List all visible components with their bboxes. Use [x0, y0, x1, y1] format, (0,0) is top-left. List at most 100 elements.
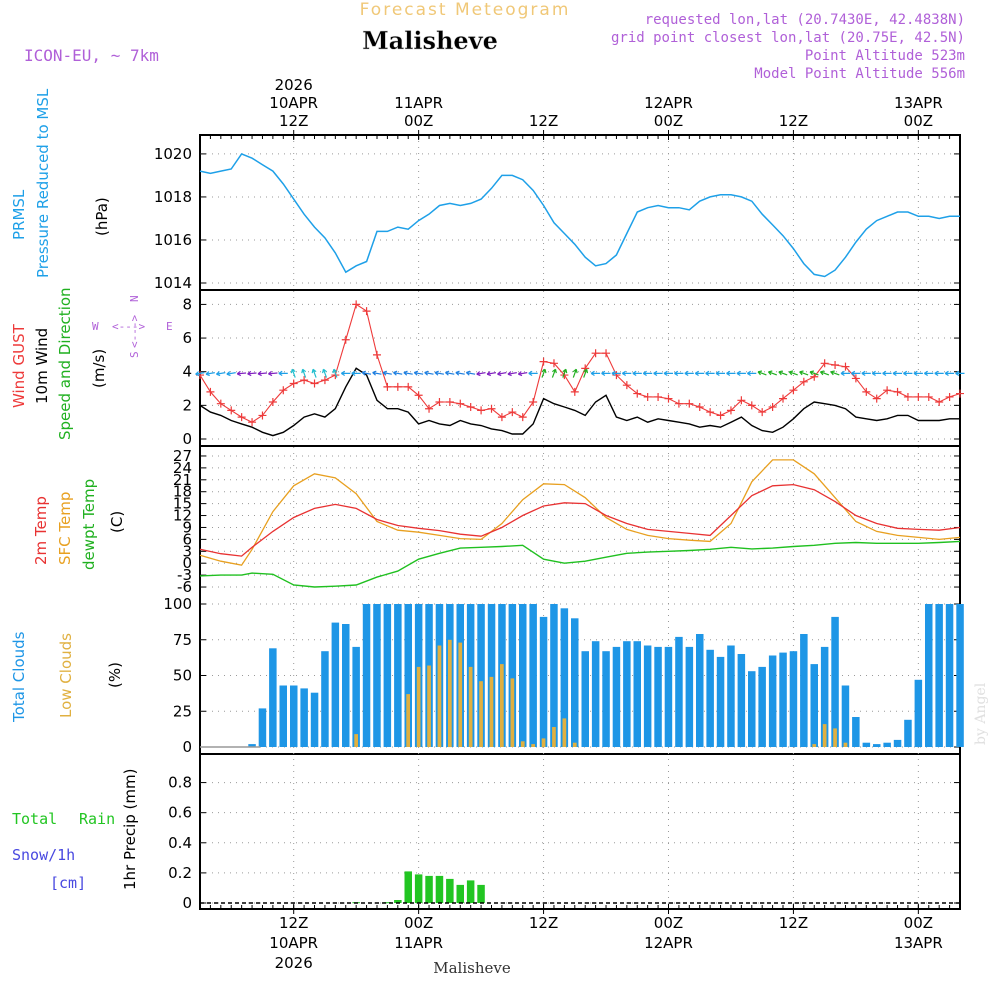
low-cloud-bar: [458, 642, 463, 747]
wind-gust-marker: [549, 359, 558, 368]
wind-gust-marker: [258, 411, 267, 420]
app-title: Forecast Meteogram: [360, 0, 571, 20]
wind-direction-arrow: [551, 368, 557, 378]
total-cloud-bar: [290, 685, 298, 747]
wind-gust-marker: [508, 408, 517, 417]
wind-gust-marker: [425, 404, 434, 413]
temp-tick-label: -6: [177, 578, 192, 596]
low-cloud-bar: [562, 718, 567, 747]
wind-gust-marker: [747, 401, 756, 410]
wind-gust-marker: [570, 387, 579, 396]
wind-direction-arrow: [216, 371, 226, 377]
wind-gust-marker: [706, 408, 715, 417]
wind-direction-arrow: [590, 370, 601, 377]
total-cloud-bar: [383, 604, 392, 747]
wind-gust-marker: [924, 392, 933, 401]
low-cloud-bar: [354, 734, 358, 747]
wind-direction-arrow: [736, 370, 746, 377]
precip-tick-label: 0: [182, 894, 192, 912]
wind-gust-marker: [758, 408, 767, 417]
time-label-bottom: 12APR: [644, 934, 693, 952]
pressure-series: [199, 152, 960, 278]
wind-direction-arrow: [424, 370, 434, 376]
rain-bar: [383, 902, 392, 904]
total-cloud-bar: [727, 645, 735, 747]
wind-direction-arrow: [663, 370, 673, 377]
wind-gust-marker: [591, 349, 600, 358]
wind-direction-arrow: [541, 368, 547, 378]
wind-gust-label: Wind GUST: [10, 323, 28, 408]
pressure-line: [199, 152, 960, 278]
temp-2m-label: 2m Temp: [32, 496, 50, 565]
wind-direction-arrow: [311, 368, 317, 378]
wind-10m-label: 10m Wind: [33, 328, 51, 404]
wind-tick-label: 8: [182, 295, 192, 313]
wind-direction-arrow: [301, 368, 307, 378]
total-cloud-bar: [519, 604, 527, 747]
time-label-top: 2026: [275, 76, 313, 94]
wind-direction-arrow: [913, 370, 923, 377]
wind-direction-arrow: [445, 370, 455, 376]
low-cloud-bar: [520, 741, 525, 747]
wind-gust-marker: [268, 397, 277, 406]
total-cloud-bar: [550, 604, 558, 747]
wind-direction-arrow: [851, 370, 861, 377]
total-cloud-bar: [779, 652, 787, 747]
wind-direction-arrow: [247, 370, 257, 377]
wind-direction-arrow: [195, 371, 205, 377]
low-cloud-bar: [822, 724, 827, 747]
rain-bar: [477, 884, 485, 903]
temp-tick-label: 12: [173, 507, 192, 525]
snow-unit-label: [cm]: [50, 874, 86, 892]
wind-direction-arrow: [322, 368, 328, 378]
total-cloud-bar: [394, 604, 402, 747]
wind-direction-arrow: [434, 370, 445, 376]
precip-unit: 1hr Precip (mm): [121, 769, 139, 890]
wind-direction-arrow: [372, 370, 382, 376]
wind-gust-marker: [352, 300, 361, 309]
wind-gust-marker: [497, 413, 506, 422]
temp-tick-label: 9: [182, 518, 192, 536]
total-cloud-bar: [352, 646, 360, 747]
wind-gust-marker: [654, 392, 663, 401]
wind-gust-marker: [300, 376, 309, 385]
wind-gust-marker: [935, 397, 944, 406]
time-label-top: 13APR: [894, 94, 943, 112]
low-cloud-bar: [812, 744, 817, 747]
wind-gust-marker: [310, 379, 319, 388]
wind-gust-marker: [372, 350, 381, 359]
wind-direction-arrow: [892, 370, 902, 377]
wind-gust-marker: [841, 362, 850, 371]
wind-gust-marker: [643, 392, 652, 401]
total-cloud-bar: [331, 622, 340, 747]
snow-label: Snow/1h: [12, 846, 75, 864]
wind-direction-arrow: [403, 370, 413, 376]
time-label-top: 00Z: [404, 112, 433, 130]
wind-gust-marker: [893, 387, 902, 396]
total-cloud-bar: [664, 646, 673, 747]
wind-gust-marker: [289, 379, 298, 388]
precip-tick-label: 0.6: [168, 804, 192, 822]
time-label-top: 00Z: [904, 112, 933, 130]
wind-gust-marker: [477, 406, 486, 415]
low-cloud-bar: [552, 727, 556, 747]
wind-tick-label: 6: [182, 329, 192, 347]
time-label-bottom: 2026: [275, 954, 313, 972]
wind-gust-marker: [872, 394, 881, 403]
temp-tick-label: 24: [173, 459, 192, 477]
wind-direction-arrow: [455, 370, 465, 376]
time-label-bottom: 13APR: [894, 934, 943, 952]
total-cloud-bar: [591, 641, 600, 747]
pressure-tick-label: 1018: [154, 188, 192, 206]
wind-direction-arrow: [268, 370, 278, 377]
wind-direction-arrow: [642, 370, 653, 377]
time-label-bottom: 00Z: [904, 914, 933, 932]
temp-tick-label: 3: [182, 542, 192, 560]
cloud-series: [200, 604, 964, 748]
sfc-temp-line: [199, 459, 961, 566]
wind-direction-arrow: [861, 370, 871, 377]
wind-direction-arrow: [840, 370, 850, 377]
wind-tick-label: 4: [182, 363, 192, 381]
